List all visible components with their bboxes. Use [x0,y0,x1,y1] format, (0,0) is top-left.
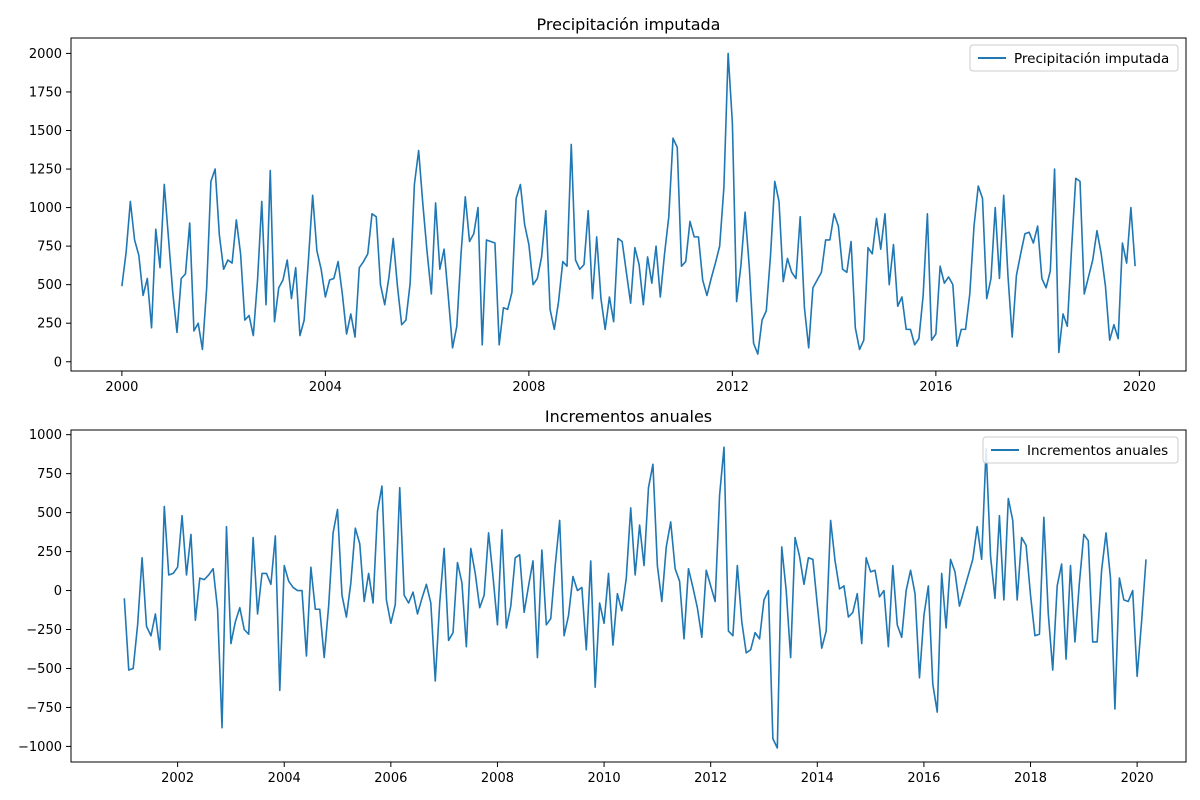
legend-label: Precipitación imputada [1014,51,1169,67]
chart-title: Incrementos anuales [545,407,712,426]
y-tick-label: −250 [26,623,62,638]
chart-panel-1: Precipitación imputada 2000 2004 2008 2012 20… [29,15,1187,395]
x-tick-label: 2008 [512,380,545,395]
x-tick-label: 2020 [1121,771,1154,786]
x-tick-label: 2016 [919,380,952,395]
chart-panel-2: Incrementos anuales 2002 2004 2006 2008 2010 2… [18,407,1187,786]
y-tick-label: −1000 [18,740,62,755]
x-tick-label: 2010 [588,771,621,786]
x-tick-label: 2020 [1123,380,1156,395]
y-tick-label: 0 [54,584,62,599]
y-tick-label: 750 [37,240,62,255]
legend-box [982,436,1179,464]
x-tick-label: 2018 [1014,771,1047,786]
series-line [123,446,1147,749]
x-tick-label: 2012 [716,380,749,395]
legend: Incrementos anuales [982,436,1179,464]
y-tick-label: 500 [37,506,62,521]
series-line [121,52,1136,355]
legend: Precipitación imputada [969,44,1179,72]
y-tick-label: 1750 [29,85,62,100]
x-tick-label: 2004 [309,380,342,395]
y-tick-label: 2000 [29,47,62,62]
x-tick-label: 2014 [801,771,834,786]
legend-label: Incrementos anuales [1027,443,1168,459]
y-tick-label: −500 [26,662,62,677]
y-tick-label: 1000 [29,428,62,443]
x-tick-label: 2002 [161,771,194,786]
x-tick-label: 2016 [907,771,940,786]
y-tick-label: 1000 [29,201,62,216]
plot-frame [70,37,1187,372]
y-tick-label: −750 [26,701,62,716]
y-tick-label: 0 [54,355,62,370]
legend-box [969,44,1179,72]
y-tick-label: 750 [37,467,62,482]
chart-title: Precipitación imputada [537,15,721,34]
x-tick-label: 2012 [694,771,727,786]
x-tick-label: 2006 [374,771,407,786]
x-tick-label: 2000 [105,380,138,395]
y-tick-label: 250 [37,317,62,332]
y-tick-label: 500 [37,278,62,293]
x-tick-label: 2008 [481,771,514,786]
y-tick-label: 250 [37,545,62,560]
plot-frame [70,429,1187,763]
y-tick-label: 1500 [29,124,62,139]
y-tick-label: 1250 [29,163,62,178]
x-tick-label: 2004 [268,771,301,786]
